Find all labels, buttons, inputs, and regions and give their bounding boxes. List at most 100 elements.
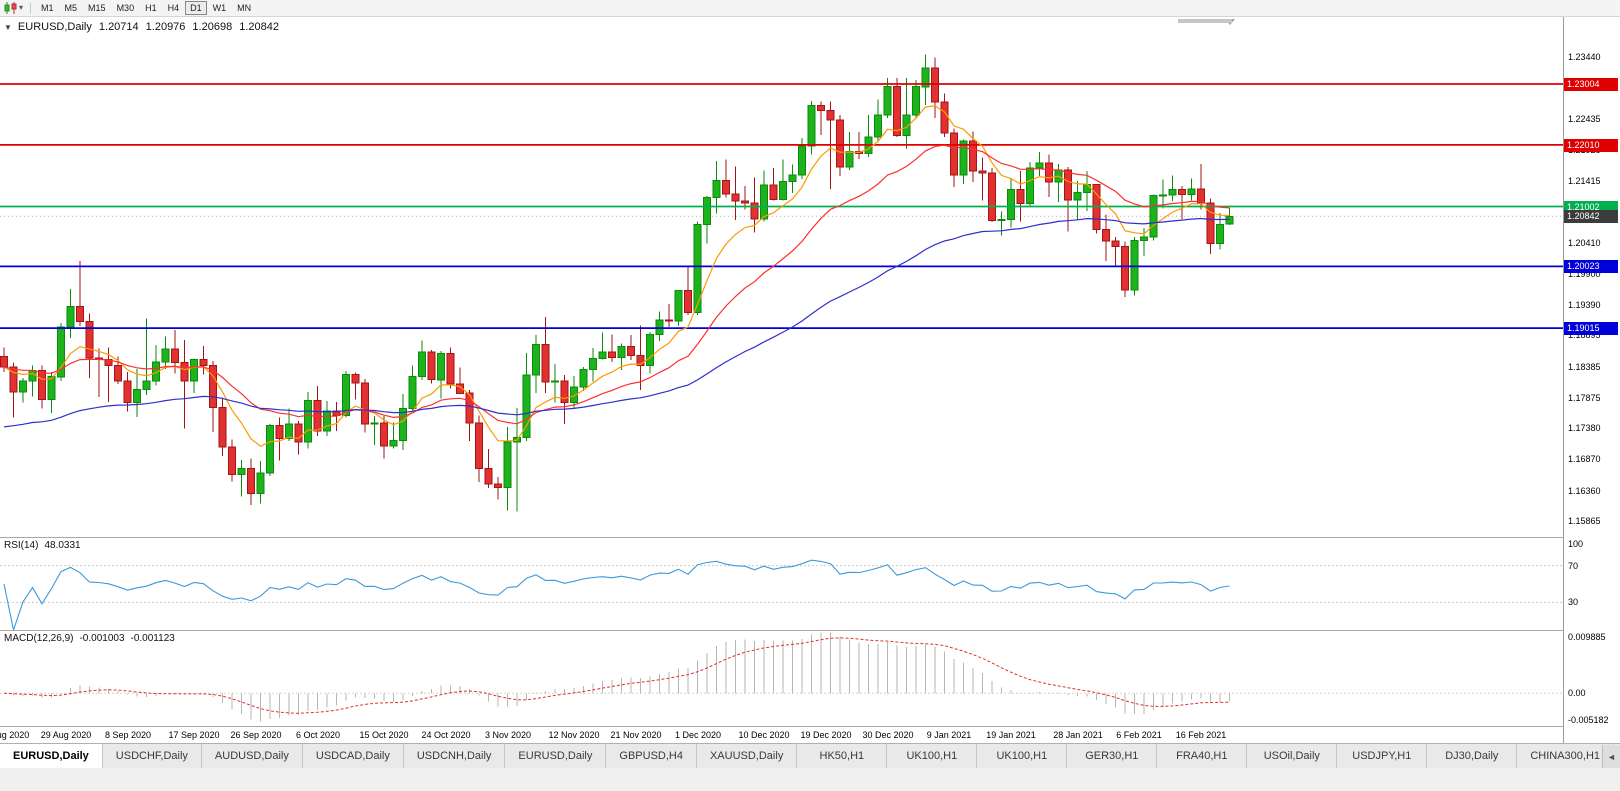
chart-tab-usoil-daily[interactable]: USOil,Daily — [1247, 744, 1338, 768]
macd-signal-line — [3, 637, 1230, 714]
date-axis[interactable]: 20 Aug 2020 29 Aug 2020 8 Sep 2020 17 Sep 2… — [0, 726, 1563, 743]
timeframe-button-w1[interactable]: W1 — [212, 3, 227, 13]
chart-tabs-bar: EURUSD,Daily USDCHF,Daily AUDUSD,Daily USDC… — [0, 743, 1620, 768]
date-axis-label: 16 Feb 2021 — [1175, 730, 1227, 740]
chart-symbol-label: EURUSD,Daily — [17, 21, 92, 33]
date-axis-label: 12 Nov 2020 — [548, 730, 600, 740]
moving-average-60-line — [3, 217, 1230, 428]
chart-type-dropdown-icon[interactable]: ▾ — [19, 3, 24, 12]
chart-tab-ger30-h1[interactable]: GER30,H1 — [1067, 744, 1158, 768]
chart-tab-xauusd-daily[interactable]: XAUUSD,Daily — [696, 744, 798, 768]
rsi-indicator-panel[interactable] — [0, 538, 1563, 630]
chart-tab-eurusd-daily[interactable]: EURUSD,Daily — [505, 744, 607, 768]
macd-axis-label: 0.00 — [1568, 688, 1586, 698]
chart-tab-china300-h1[interactable]: CHINA300,H1 — [1517, 744, 1615, 768]
ohlc-high: 1.20976 — [145, 21, 186, 33]
date-axis-label: 17 Sep 2020 — [168, 730, 220, 740]
date-axis-label: 15 Oct 2020 — [359, 730, 409, 740]
price-axis-label: 1.16870 — [1568, 454, 1601, 464]
moving-average-21-line — [3, 144, 1230, 425]
rsi-axis-label: 70 — [1568, 561, 1579, 571]
date-axis-label: 21 Nov 2020 — [610, 730, 662, 740]
price-axis-label: 1.21415 — [1568, 176, 1601, 186]
date-axis-label: 24 Oct 2020 — [421, 730, 471, 740]
date-axis-label: 19 Dec 2020 — [800, 730, 852, 740]
chart-tab-fra40-h1[interactable]: FRA40,H1 — [1157, 744, 1248, 768]
rsi-label-row: RSI(14) 48.0331 — [4, 540, 81, 551]
chart-ohlc-header: ▼ EURUSD,Daily 1.20714 1.20976 1.20698 1… — [4, 21, 279, 33]
macd-axis-label: -0.005182 — [1568, 715, 1609, 725]
level-price-tag: 1.19015 — [1564, 322, 1618, 335]
rsi-line — [3, 559, 1230, 630]
timeframe-button-m15[interactable]: M15 — [88, 3, 106, 13]
date-axis-label: 1 Dec 2020 — [674, 730, 722, 740]
price-axis-label: 1.18385 — [1568, 362, 1601, 372]
timeframe-button-d1[interactable]: D1 — [185, 1, 207, 15]
level-price-tag: 1.20023 — [1564, 260, 1618, 273]
level-price-tag: 1.22010 — [1564, 139, 1618, 152]
rsi-axis-label: 100 — [1568, 539, 1584, 549]
panel-splitter-macd[interactable] — [0, 630, 1620, 631]
candlestick-glyph — [4, 2, 17, 14]
price-axis-label: 1.19390 — [1568, 300, 1601, 310]
chart-tab-usdcnh-daily[interactable]: USDCNH,Daily — [403, 744, 506, 768]
tabs-scroll-left-button[interactable]: ◄ — [1602, 745, 1620, 768]
ohlc-close: 1.20842 — [239, 21, 279, 33]
price-axis-label: 1.15865 — [1568, 516, 1601, 526]
rsi-label: RSI(14) — [4, 540, 39, 551]
macd-axis-label: 0.009885 — [1568, 632, 1606, 642]
chart-tab-hk50-h1[interactable]: HK50,H1 — [797, 744, 888, 768]
chart-tab-usdjpy-h1[interactable]: USDJPY,H1 — [1337, 744, 1428, 768]
candles-group — [0, 54, 1234, 512]
chart-scrollbar-thumb[interactable] — [1178, 19, 1232, 23]
panel-splitter-rsi[interactable] — [0, 537, 1620, 538]
macd-value-signal: -0.001123 — [130, 633, 175, 644]
window-bottom-strip — [0, 768, 1620, 791]
date-axis-label: 26 Sep 2020 — [230, 730, 282, 740]
macd-indicator-panel[interactable] — [0, 631, 1563, 726]
macd-histogram — [13, 632, 1230, 722]
date-axis-label: 9 Jan 2021 — [926, 730, 972, 740]
price-axis-label: 1.18895 — [1568, 330, 1601, 340]
chart-tab-uk100-h1[interactable]: UK100,H1 — [977, 744, 1068, 768]
level-price-tag: 1.23004 — [1564, 78, 1618, 91]
chart-tab-eurusd-daily[interactable]: EURUSD,Daily — [0, 744, 103, 768]
date-axis-label: 10 Dec 2020 — [738, 730, 790, 740]
chart-tab-usdcad-daily[interactable]: USDCAD,Daily — [302, 744, 404, 768]
date-axis-label: 29 Aug 2020 — [40, 730, 92, 740]
price-axis-label: 1.17380 — [1568, 423, 1601, 433]
chart-type-icon[interactable] — [3, 2, 19, 14]
macd-label: MACD(12,26,9) — [4, 633, 74, 644]
price-chart-panel[interactable] — [0, 17, 1563, 537]
chart-tab-dj30-daily[interactable]: DJ30,Daily — [1427, 744, 1518, 768]
price-axis-label: 1.19900 — [1568, 269, 1601, 279]
price-axis-label: 1.16360 — [1568, 486, 1601, 496]
price-axis-column[interactable]: 1.234401.229501.224351.219251.214151.209… — [1563, 17, 1620, 743]
date-axis-label: 6 Oct 2020 — [295, 730, 341, 740]
chart-tab-uk100-h1[interactable]: UK100,H1 — [887, 744, 978, 768]
date-axis-label: 19 Jan 2021 — [986, 730, 1036, 740]
timeframe-button-m5[interactable]: M5 — [64, 3, 78, 13]
date-axis-label: 20 Aug 2020 — [0, 730, 30, 740]
chart-tab-usdchf-daily[interactable]: USDCHF,Daily — [102, 744, 202, 768]
timeframe-button-h1[interactable]: H1 — [145, 3, 157, 13]
ohlc-open: 1.20714 — [98, 21, 139, 33]
price-axis-label: 1.22435 — [1568, 114, 1601, 124]
indicators-collapse-icon[interactable]: ▼ — [4, 22, 12, 32]
rsi-value: 48.0331 — [44, 540, 81, 551]
timeframe-button-m30[interactable]: M30 — [116, 3, 135, 13]
ohlc-low: 1.20698 — [192, 21, 233, 33]
current-price-tag: 1.20842 — [1564, 210, 1618, 223]
timeframe-toolbar: ▾ M1 M5 M15 M30 H1 H4 D1 W1 MN — [0, 0, 1620, 17]
chart-tab-audusd-daily[interactable]: AUDUSD,Daily — [201, 744, 303, 768]
moving-average-8-line — [3, 105, 1230, 448]
timeframe-button-h4[interactable]: H4 — [167, 3, 180, 13]
date-axis-label: 3 Nov 2020 — [484, 730, 532, 740]
date-axis-label: 6 Feb 2021 — [1116, 730, 1162, 740]
chart-tab-gbpusd-h4[interactable]: GBPUSD,H4 — [606, 744, 697, 768]
timeframe-button-mn[interactable]: MN — [237, 3, 252, 13]
rsi-axis-label: 30 — [1568, 597, 1579, 607]
date-axis-label: 30 Dec 2020 — [862, 730, 914, 740]
timeframe-button-m1[interactable]: M1 — [41, 3, 54, 13]
